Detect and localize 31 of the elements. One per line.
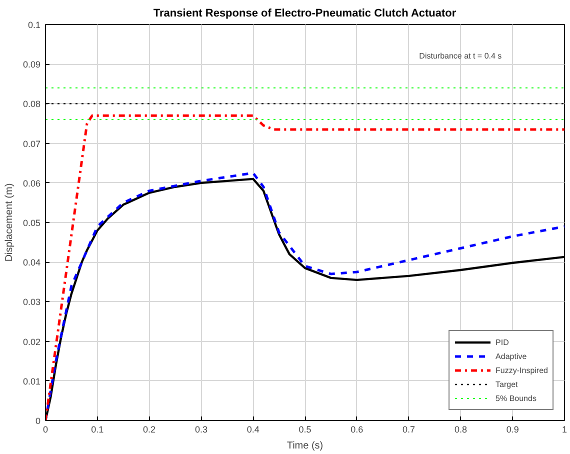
x-tick-label: 0.8 [454,424,467,434]
y-tick-label: 0.04 [22,258,41,268]
legend-label: Fuzzy-Inspired [496,364,548,376]
x-tick-label: 0.2 [143,424,156,434]
y-tick-label: 0 [35,416,41,426]
legend-label: 5% Bounds [496,392,536,404]
y-tick-label: 0.08 [22,99,41,110]
x-tick-label: 0.9 [506,424,519,434]
x-tick-label: 0.4 [246,424,260,434]
y-tick-label: 0.03 [22,297,41,308]
x-tick-label: 0.1 [91,424,104,434]
y-tick-label: 0.07 [22,138,41,149]
y-tick-label: 0.05 [22,218,41,228]
x-tick-label: 0.5 [298,424,312,434]
y-tick-label: 0.06 [22,178,41,188]
x-tick-label: 0.6 [350,424,364,434]
annotation: Disturbance at t = 0.4 s [419,52,502,61]
legend-label: PID [496,336,510,348]
chart-title: Transient Response of Electro-Pneumatic Clutch Actuator [153,8,457,20]
x-axis-title: Time (s) [286,440,324,452]
y-tick-label: 0.01 [22,376,41,386]
x-tick-label: 1 [562,424,568,434]
legend-label: Target [496,378,518,390]
y-tick-label: 0.02 [22,336,41,347]
y-tick-label: 0.1 [28,20,41,30]
legend-label: Adaptive [496,350,527,362]
y-axis-title: Displacement (m) [4,183,15,262]
y-tick-label: 0.09 [22,60,41,70]
x-tick-label: 0 [42,424,48,434]
x-tick-label: 0.7 [402,424,416,434]
x-tick-label: 0.3 [194,424,208,434]
